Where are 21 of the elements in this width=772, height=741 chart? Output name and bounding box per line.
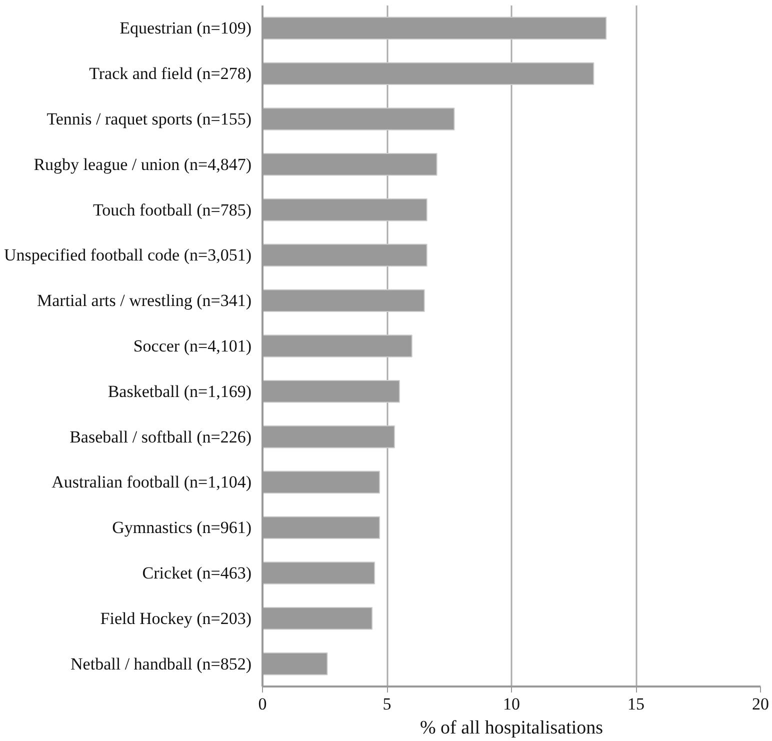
y-tick-label: Australian football (n=1,104) xyxy=(52,472,252,492)
y-tick-label: Track and field (n=278) xyxy=(89,64,252,84)
y-tick-label: Field Hockey (n=203) xyxy=(100,608,252,628)
x-axis-title: % of all hospitalisations xyxy=(420,718,604,738)
y-tick-label: Soccer (n=4,101) xyxy=(133,336,252,356)
y-tick-label: Unspecified football code (n=3,051) xyxy=(4,246,252,265)
y-tick-label: Basketball (n=1,169) xyxy=(108,382,252,401)
x-tick-label: 5 xyxy=(382,694,392,714)
y-tick-label: Baseball / softball (n=226) xyxy=(70,427,252,446)
y-tick-label: Cricket (n=463) xyxy=(142,564,252,582)
y-tick-label: Rugby league / union (n=4,847) xyxy=(34,154,252,174)
y-tick-label: Equestrian (n=109) xyxy=(120,18,252,38)
y-tick-label: Tennis / raquet sports (n=155) xyxy=(46,110,252,128)
x-tick-label: 10 xyxy=(503,694,520,714)
y-tick-label: Martial arts / wrestling (n=341) xyxy=(37,291,252,310)
y-tick-label: Touch football (n=785) xyxy=(92,200,252,220)
x-tick-label: 0 xyxy=(258,694,267,714)
y-tick-label: Netball / handball (n=852) xyxy=(70,654,252,674)
y-tick-label: Gymnastics (n=961) xyxy=(112,518,252,538)
x-tick-label: 20 xyxy=(752,694,769,714)
x-tick-label: 15 xyxy=(628,694,644,714)
